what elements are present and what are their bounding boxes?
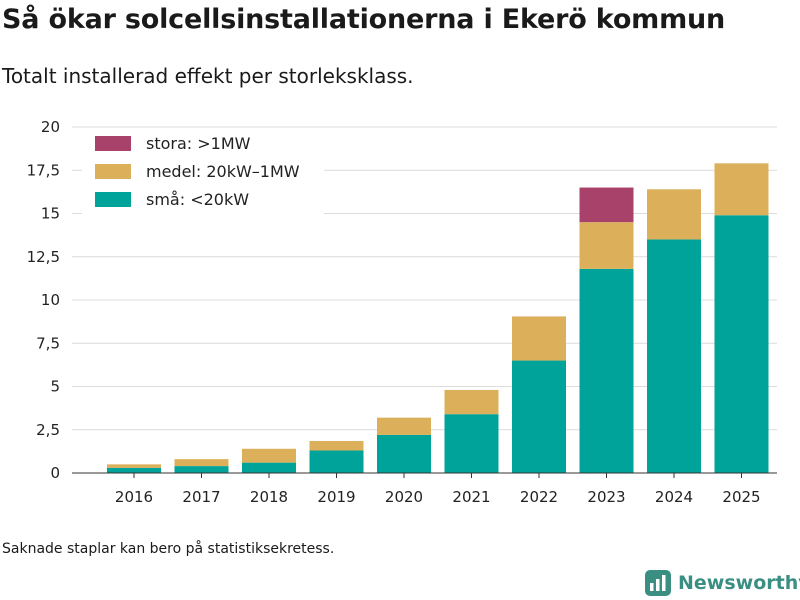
- bar-segment: [377, 434, 431, 473]
- legend-label: stora: >1MW: [146, 134, 251, 153]
- y-tick-label: 15: [41, 205, 60, 223]
- bar-segment: [309, 440, 364, 451]
- bar-segment: [714, 163, 769, 216]
- chart-subtitle: Totalt installerad effekt per storlekskl…: [2, 64, 414, 88]
- legend-label: små: <20kW: [146, 190, 249, 209]
- x-tick-label: 2025: [722, 488, 760, 506]
- y-tick-label: 7,5: [36, 334, 60, 352]
- bar-segment: [579, 222, 634, 269]
- bar-segment: [107, 467, 161, 473]
- y-tick-label: 0: [50, 464, 60, 482]
- x-tick-label: 2023: [587, 488, 625, 506]
- x-tick-label: 2021: [452, 488, 490, 506]
- bar-segment: [714, 215, 769, 474]
- x-tick-label: 2019: [317, 488, 355, 506]
- x-tick-label: 2017: [182, 488, 220, 506]
- y-tick-label: 2,5: [36, 421, 60, 439]
- bar-segment: [512, 316, 566, 361]
- bar-segment: [377, 417, 431, 435]
- x-tick-label: 2020: [385, 488, 423, 506]
- x-tick-label: 2016: [115, 488, 153, 506]
- y-axis-ticks: 0 2,5 5 7,5 10 12,5 15 17,5 20: [27, 118, 60, 482]
- bar-segment: [242, 462, 296, 473]
- x-tick-label: 2018: [250, 488, 288, 506]
- bar-segment: [512, 360, 566, 473]
- footnote: Saknade staplar kan bero på statistiksek…: [2, 541, 335, 557]
- bar-segment: [579, 268, 634, 473]
- bar-segment: [309, 450, 364, 473]
- bar-segment: [242, 448, 296, 463]
- x-tick-label: 2024: [655, 488, 693, 506]
- bar-segment: [107, 464, 161, 468]
- x-axis-ticks: 2016 2017 2018 2019 2020 2021 2022 2023 2024 2025: [115, 473, 761, 506]
- x-tick-label: 2022: [520, 488, 558, 506]
- bar-segment: [174, 466, 229, 473]
- chart-title: Så ökar solcellsinstallationerna i Ekerö…: [2, 4, 726, 35]
- legend-swatch: [95, 164, 131, 179]
- legend-swatch: [95, 192, 131, 207]
- newsworthy-logo-icon: [645, 570, 671, 596]
- bars: [107, 163, 769, 474]
- bar-segment: [444, 414, 499, 473]
- bar-segment: [579, 187, 634, 223]
- bar-segment: [444, 389, 499, 415]
- y-tick-label: 17,5: [27, 161, 60, 179]
- y-tick-label: 12,5: [27, 248, 60, 266]
- y-tick-label: 20: [41, 118, 60, 136]
- legend-swatch: [95, 136, 131, 151]
- bar-segment: [647, 189, 701, 240]
- brand-name: Newsworthy: [678, 572, 800, 594]
- legend: stora: >1MW medel: 20kW–1MW små: <20kW: [82, 130, 324, 214]
- bar-segment: [647, 239, 701, 473]
- legend-label: medel: 20kW–1MW: [146, 162, 300, 181]
- y-tick-label: 5: [50, 378, 60, 396]
- brand-logo[interactable]: Newsworthy: [644, 568, 800, 598]
- y-tick-label: 10: [41, 291, 60, 309]
- bar-segment: [174, 459, 229, 467]
